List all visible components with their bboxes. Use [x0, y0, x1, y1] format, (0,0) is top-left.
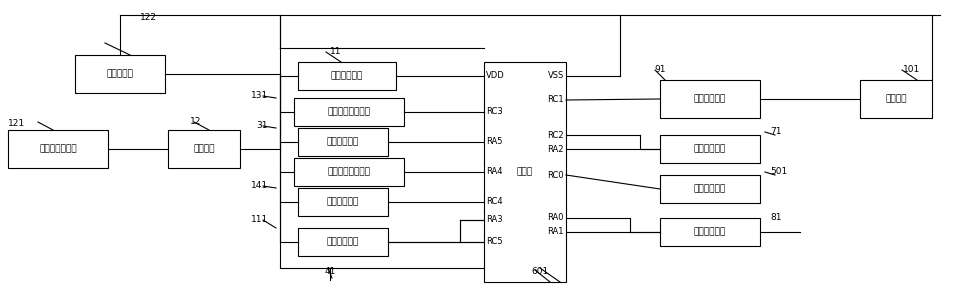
Text: RC1: RC1	[547, 95, 564, 105]
Text: 141: 141	[251, 182, 268, 190]
Text: 31: 31	[257, 121, 268, 131]
Text: 81: 81	[770, 213, 782, 223]
Text: 信号放大模块: 信号放大模块	[694, 185, 726, 194]
Text: 601: 601	[531, 267, 548, 277]
Text: 电源供电模块: 电源供电模块	[330, 72, 363, 81]
Text: VDD: VDD	[486, 72, 505, 81]
Text: 编程接收模块: 编程接收模块	[694, 227, 726, 237]
Text: RC0: RC0	[547, 171, 564, 180]
Text: RA1: RA1	[547, 227, 564, 237]
Text: 单片机: 单片机	[516, 168, 533, 176]
Bar	[660, 80, 760, 118]
Bar	[860, 80, 932, 118]
Text: RA2: RA2	[547, 145, 564, 154]
Bar	[298, 128, 388, 156]
Bar	[168, 130, 240, 168]
Bar	[660, 175, 760, 203]
Text: 501: 501	[770, 168, 787, 176]
Text: 太阳能供电模块: 太阳能供电模块	[39, 145, 77, 154]
Bar	[294, 98, 404, 126]
Bar	[294, 158, 404, 186]
Text: RA3: RA3	[486, 215, 503, 225]
Text: RC4: RC4	[486, 197, 503, 206]
Text: RC5: RC5	[486, 237, 503, 246]
Text: 101: 101	[903, 65, 921, 74]
Text: 红外接收模块: 红外接收模块	[694, 145, 726, 154]
Text: 12: 12	[190, 117, 202, 126]
Text: 外接感应模块: 外接感应模块	[327, 197, 359, 206]
Text: 输出驱动模块: 输出驱动模块	[694, 95, 726, 103]
Text: RC2: RC2	[547, 131, 564, 140]
Bar	[660, 135, 760, 163]
Bar	[298, 228, 388, 256]
Text: 11: 11	[330, 48, 342, 56]
Bar	[298, 188, 388, 216]
Bar	[660, 218, 760, 246]
Text: 蓄电池模块: 蓄电池模块	[107, 69, 134, 79]
Text: 131: 131	[251, 91, 268, 100]
Text: RA5: RA5	[486, 138, 503, 147]
Bar	[484, 62, 566, 282]
Text: 负载模块: 负载模块	[886, 95, 907, 103]
Text: RA4: RA4	[486, 168, 503, 176]
Text: 122: 122	[140, 13, 157, 22]
Text: 充电驱动模块: 充电驱动模块	[327, 138, 359, 147]
Text: RC3: RC3	[486, 107, 503, 117]
Text: 111: 111	[251, 215, 268, 225]
Bar	[298, 62, 396, 90]
Text: 红外发射模块: 红外发射模块	[327, 237, 359, 246]
Text: 开关模块: 开关模块	[193, 145, 215, 154]
Bar	[75, 55, 165, 93]
Text: 91: 91	[654, 65, 666, 74]
Text: 充电电压检测模块: 充电电压检测模块	[328, 168, 370, 176]
Text: 41: 41	[325, 267, 335, 277]
Text: 电池电压检测模块: 电池电压检测模块	[328, 107, 370, 117]
Text: VSS: VSS	[547, 72, 564, 81]
Text: RA0: RA0	[547, 213, 564, 223]
Text: 121: 121	[8, 119, 25, 128]
Bar	[8, 130, 108, 168]
Text: 71: 71	[770, 128, 782, 136]
